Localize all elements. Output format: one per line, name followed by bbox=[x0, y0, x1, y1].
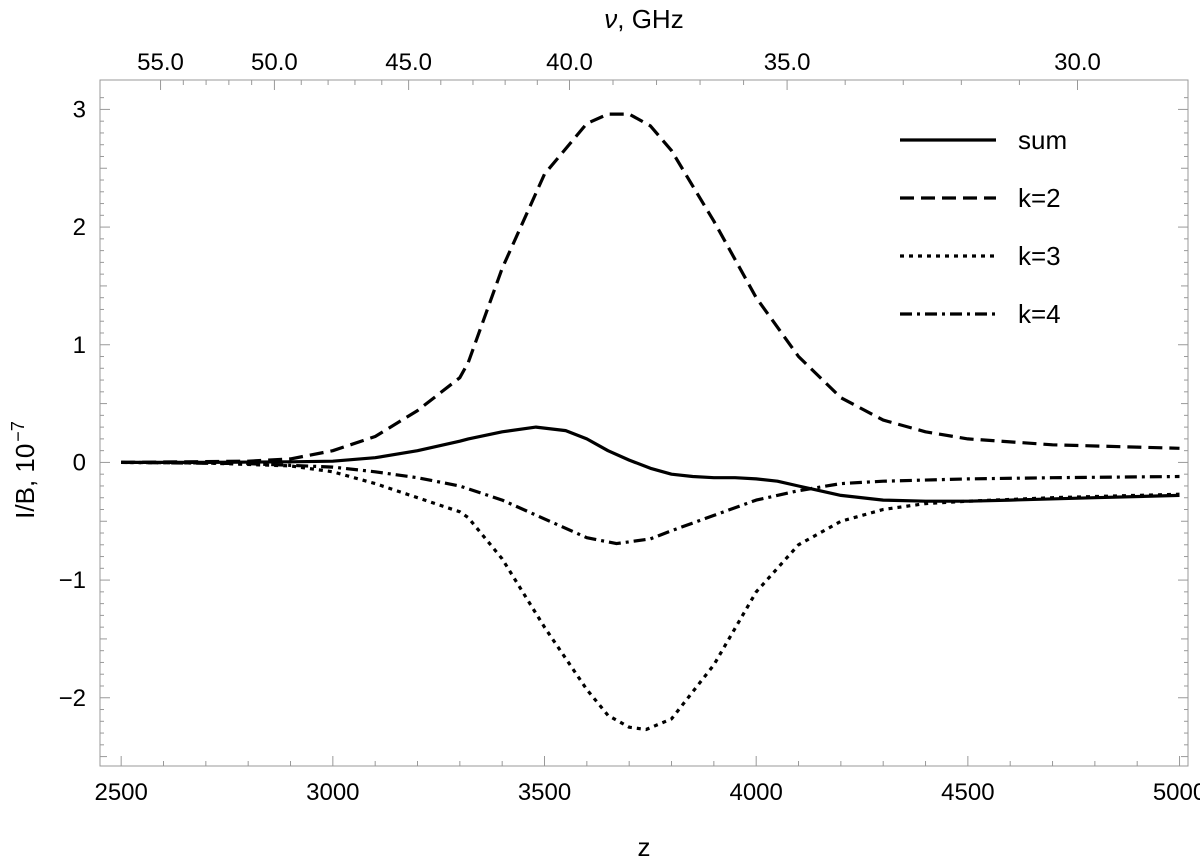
x-axis-label: z bbox=[638, 832, 651, 860]
top-tick-label: 50.0 bbox=[251, 49, 298, 76]
series-line-sum bbox=[121, 425, 1180, 503]
top-tick-label: 30.0 bbox=[1054, 49, 1101, 76]
series-layer bbox=[121, 112, 1180, 732]
tick-labels: 2500 3000 3500 4000 4500 5000 −2 −1 0 1 2 3 55.0 50.0… bbox=[59, 49, 1200, 806]
top-axis-label: ν, GHz bbox=[604, 4, 683, 34]
y-axis-label: I/B, 10−7 bbox=[8, 421, 40, 519]
y-axis-label-base: I/B, 10 bbox=[10, 444, 40, 519]
y-tick-label: −2 bbox=[59, 685, 86, 712]
top-tick-label: 55.0 bbox=[137, 49, 184, 76]
x-tick-label: 5000 bbox=[1153, 779, 1200, 806]
top-axis-symbol: ν bbox=[604, 4, 617, 34]
plot-frame bbox=[99, 79, 1189, 767]
x-tick-label: 4500 bbox=[941, 779, 994, 806]
series-line-k4 bbox=[121, 460, 1180, 546]
x-tick-label: 2500 bbox=[94, 779, 147, 806]
y-tick-label: 1 bbox=[73, 332, 86, 359]
y-tick-label: 0 bbox=[73, 449, 86, 476]
x-tick-label: 3000 bbox=[306, 779, 359, 806]
legend-label: sum bbox=[1018, 125, 1067, 155]
top-tick-label: 45.0 bbox=[385, 49, 432, 76]
legend: sum k=2 k=3 k=4 bbox=[900, 125, 1067, 329]
top-axis-unit: , GHz bbox=[617, 4, 683, 34]
series-line-k3 bbox=[121, 460, 1180, 732]
legend-label: k=4 bbox=[1018, 299, 1061, 329]
top-tick-label: 40.0 bbox=[546, 49, 593, 76]
y-axis-label-exponent: −7 bbox=[8, 421, 28, 442]
tick-marks bbox=[100, 80, 1188, 766]
series-line-k2 bbox=[121, 112, 1180, 464]
top-tick-label: 35.0 bbox=[764, 49, 811, 76]
legend-label: k=2 bbox=[1018, 183, 1061, 213]
x-tick-label: 4000 bbox=[729, 779, 782, 806]
x-tick-label: 3500 bbox=[518, 779, 571, 806]
legend-label: k=3 bbox=[1018, 241, 1061, 271]
y-tick-label: 3 bbox=[73, 96, 86, 123]
y-tick-label: 2 bbox=[73, 214, 86, 241]
y-tick-label: −1 bbox=[59, 567, 86, 594]
